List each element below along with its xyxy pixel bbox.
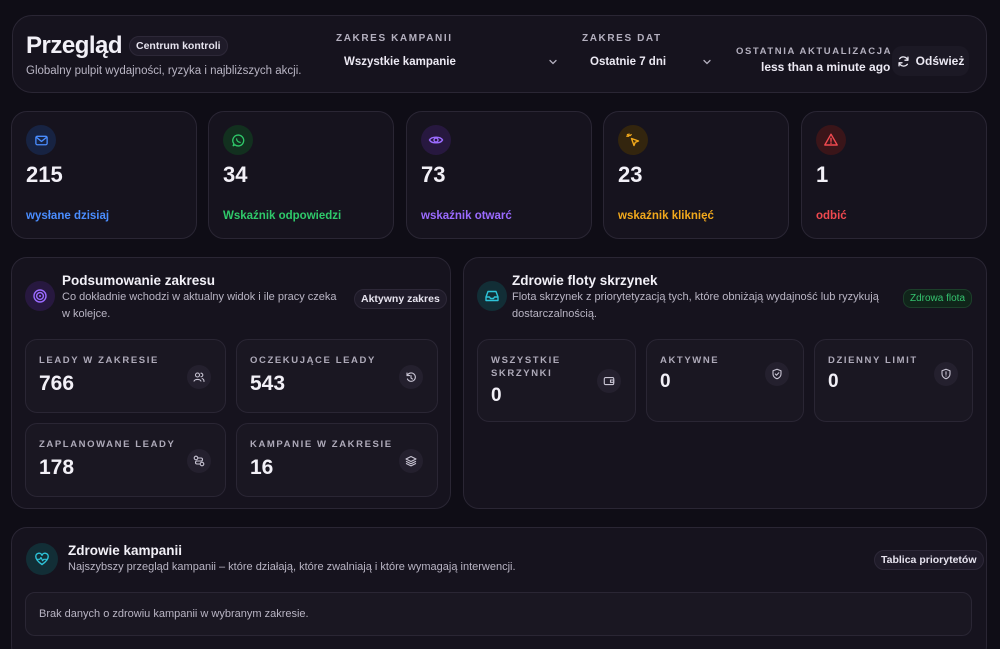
heart-pulse-icon (26, 543, 58, 575)
mail-icon (26, 125, 56, 155)
campaign-range-value: Wszystkie kampanie (344, 56, 456, 68)
refresh-label: Odśwież (915, 54, 965, 68)
date-range-value: Ostatnie 7 dni (590, 56, 667, 68)
range-summary-title: Podsumowanie zakresu (62, 273, 216, 288)
metric-all-mailboxes: WSZYSTKIE SKRZYNKI 0 (477, 339, 636, 422)
chevron-down-icon (549, 59, 557, 65)
mailbox-fleet-title: Zdrowie floty skrzynek (512, 273, 658, 288)
stat-value: 34 (223, 162, 248, 187)
campaign-health-description: Najszybszy przegląd kampanii – które dzi… (68, 561, 516, 573)
metric-label: OCZEKUJĄCE LEADY (250, 355, 376, 366)
stat-card-open-rate[interactable]: 73 wskaźnik otwarć (406, 111, 592, 239)
campaign-range-select[interactable]: Wszystkie kampanie (336, 50, 566, 74)
date-range-select[interactable]: Ostatnie 7 dni (582, 50, 720, 74)
mailbox-fleet-description: Flota skrzynek z priorytetyzacją tych, k… (512, 291, 879, 320)
metric-label: ZAPLANOWANE LEADY (39, 439, 176, 450)
last-update-value: less than a minute ago (761, 60, 891, 74)
stat-caption: Wskaźnik odpowiedzi (223, 210, 342, 222)
stat-value: 1 (816, 162, 829, 187)
refresh-icon (898, 55, 909, 67)
metric-label: KAMPANIE W ZAKRESIE (250, 439, 393, 450)
stat-card-reply-rate[interactable]: 34 Wskaźnik odpowiedzi (208, 111, 394, 239)
metric-label: DZIENNY LIMIT (828, 355, 918, 366)
users-icon (187, 365, 211, 389)
metric-value: 543 (250, 372, 286, 395)
active-range-badge: Aktywny zakres (354, 289, 447, 309)
campaign-health-empty-state: Brak danych o zdrowiu kampanii w wybrany… (25, 592, 972, 636)
shield-alert-icon (934, 362, 958, 386)
stat-card-click-rate[interactable]: 23 wskaźnik kliknięć (603, 111, 789, 239)
overview-header: Przegląd Centrum kontroli Globalny pulpi… (12, 15, 987, 93)
route-icon (187, 449, 211, 473)
metric-scheduled-leads: ZAPLANOWANE LEADY 178 (25, 423, 226, 497)
metric-value: 766 (39, 372, 75, 395)
whatsapp-icon (223, 125, 253, 155)
inbox-icon (477, 281, 507, 311)
metric-campaigns-in-range: KAMPANIE W ZAKRESIE 16 (236, 423, 438, 497)
metric-leads-in-range: LEADY W ZAKRESIE 766 (25, 339, 226, 413)
stat-card-bounces[interactable]: 1 odbić (801, 111, 987, 239)
last-update-label: OSTATNIA AKTUALIZACJA (736, 46, 893, 57)
page-subtitle: Globalny pulpit wydajności, ryzyka i naj… (26, 65, 302, 77)
layers-icon (399, 449, 423, 473)
date-range-label: ZAKRES DAT (582, 33, 662, 44)
stat-value: 215 (26, 162, 63, 187)
stat-value: 23 (618, 162, 643, 187)
mailbox-fleet-panel: Zdrowie floty skrzynek Flota skrzynek z … (463, 257, 987, 509)
range-summary-panel: Podsumowanie zakresu Co dokładnie wchodz… (11, 257, 451, 509)
metric-value: 16 (250, 456, 274, 479)
chevron-down-icon (703, 59, 711, 65)
pointer-click-icon (618, 125, 648, 155)
timer-reset-icon (399, 365, 423, 389)
campaign-range-label: ZAKRES KAMPANII (336, 33, 453, 44)
campaign-health-title: Zdrowie kampanii (68, 543, 183, 558)
metric-value: 0 (828, 371, 839, 392)
metric-value: 178 (39, 456, 75, 479)
stat-caption: wskaźnik otwarć (421, 210, 512, 222)
priority-board-badge: Tablica priorytetów (874, 550, 984, 570)
metric-label: WSZYSTKIE SKRZYNKI (491, 355, 561, 379)
eye-icon (421, 125, 451, 155)
stat-caption: wskaźnik kliknięć (618, 210, 714, 222)
campaign-health-panel: Zdrowie kampanii Najszybszy przegląd kam… (11, 527, 987, 649)
metric-daily-limit: DZIENNY LIMIT 0 (814, 339, 973, 422)
metric-label: LEADY W ZAKRESIE (39, 355, 159, 366)
stat-value: 73 (421, 162, 446, 187)
shield-check-icon (765, 362, 789, 386)
stat-caption: wysłane dzisiaj (26, 210, 110, 222)
healthy-fleet-badge: Zdrowa flota (903, 289, 973, 308)
metric-active-mailboxes: AKTYWNE 0 (646, 339, 804, 422)
target-icon (25, 281, 55, 311)
stat-card-sent[interactable]: 215 wysłane dzisiaj (11, 111, 197, 239)
alert-triangle-icon (816, 125, 846, 155)
metric-pending-leads: OCZEKUJĄCE LEADY 543 (236, 339, 438, 413)
wallet-icon (597, 369, 621, 393)
stat-caption: odbić (816, 210, 847, 222)
metric-value: 0 (660, 371, 671, 392)
control-center-badge: Centrum kontroli (129, 36, 228, 56)
refresh-button[interactable]: Odśwież (892, 46, 969, 76)
metric-value: 0 (491, 385, 502, 406)
metric-label: AKTYWNE (660, 355, 720, 366)
range-summary-description: Co dokładnie wchodzi w aktualny widok i … (62, 291, 337, 320)
page-title: Przegląd (26, 32, 123, 59)
